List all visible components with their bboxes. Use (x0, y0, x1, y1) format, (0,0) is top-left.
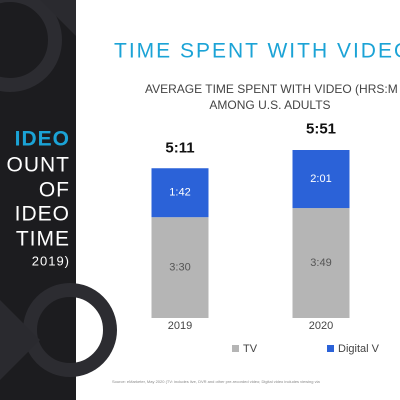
sidebar-text: OUNT (7, 154, 71, 177)
legend-label: TV (243, 343, 258, 355)
total-label: 5:11 (165, 140, 194, 157)
value-label: 1:42 (169, 187, 190, 199)
sidebar-text: IDEO (15, 128, 70, 151)
total-label: 5:51 (306, 120, 336, 137)
legend-swatch (327, 345, 334, 352)
sidebar-text: IDEO (15, 203, 70, 226)
subtitle: AMONG U.S. ADULTS (209, 98, 330, 112)
sidebar-text: OF (39, 179, 70, 202)
bar-segment (151, 217, 209, 318)
sidebar (0, 0, 117, 400)
title: TIME SPENT WITH VIDEO (114, 40, 400, 63)
value-label: 3:30 (169, 262, 190, 274)
subtitle: AVERAGE TIME SPENT WITH VIDEO (HRS:M (145, 82, 398, 96)
bar-segment (292, 208, 350, 318)
pattern (0, 300, 40, 380)
x-tick-label: 2020 (309, 320, 333, 332)
bar-segment (292, 150, 350, 209)
source: Source: eMarketer, May 2020 (TV: include… (112, 379, 321, 384)
pattern (40, 0, 76, 36)
sidebar-text: 2019) (32, 253, 70, 268)
value-label: 2:01 (310, 173, 331, 185)
value-label: 3:49 (310, 257, 331, 269)
bar-segment (151, 168, 209, 218)
x-tick-label: 2019 (168, 320, 192, 332)
pattern (0, 0, 62, 92)
legend-swatch (232, 345, 239, 352)
sidebar-text: TIME (16, 228, 70, 251)
legend-label: Digital V (338, 343, 380, 355)
